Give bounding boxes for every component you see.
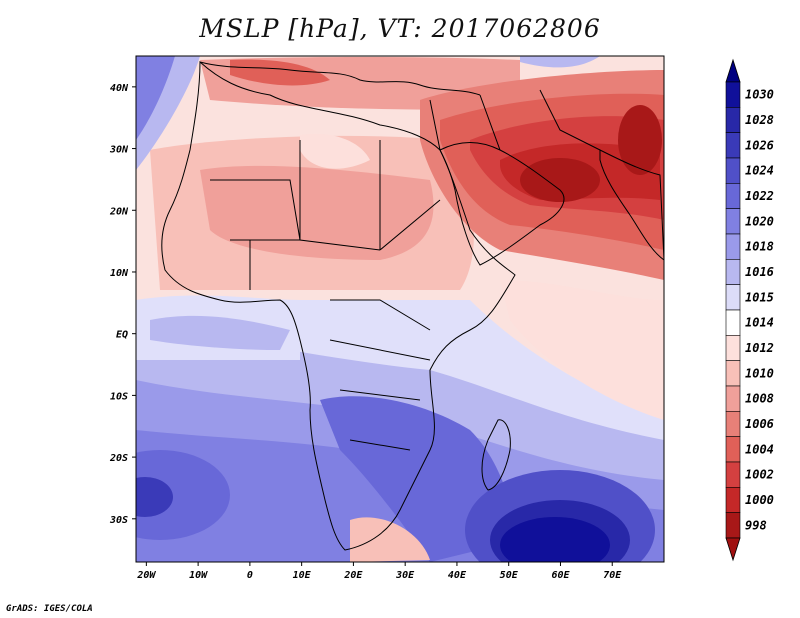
- colorbar-label: 1010: [745, 366, 774, 380]
- y-tick-label: 30S: [109, 515, 128, 526]
- colorbar-label: 998: [745, 518, 767, 532]
- x-tick-label: 0: [247, 570, 253, 581]
- colorbar-label: 1024: [745, 164, 774, 178]
- map-panel: [135, 55, 665, 563]
- colorbar-label: 1028: [745, 113, 774, 127]
- colorbar-label: 1008: [745, 392, 774, 406]
- colorbar-label: 1022: [745, 189, 774, 203]
- x-tick-label: 40E: [448, 570, 467, 581]
- colorbar-label: 1012: [745, 341, 774, 355]
- y-tick-label: 30N: [109, 145, 129, 156]
- colorbar-swatch: [725, 309, 741, 336]
- colorbar-swatch: [725, 284, 741, 311]
- colorbar-swatch: [725, 411, 741, 437]
- x-tick-label: 10E: [293, 570, 312, 581]
- colorbar-swatch: [725, 461, 741, 488]
- colorbar-swatch: [725, 107, 741, 133]
- colorbar-label: 1002: [745, 468, 774, 482]
- colorbar-swatch: [725, 157, 741, 184]
- x-tick-label: 30E: [395, 570, 415, 581]
- colorbar-label: 1016: [745, 265, 774, 279]
- x-tick-label: 50E: [500, 570, 519, 581]
- colorbar-swatch: [725, 132, 741, 159]
- x-tick-label: 60E: [551, 570, 570, 581]
- colorbar-swatch: [725, 436, 741, 463]
- colorbar-swatch: [725, 360, 741, 387]
- map-title: MSLP [hPa], VT: 2017062806: [199, 14, 601, 43]
- colorbar-top-arrow: [725, 58, 741, 83]
- colorbar-swatch: [725, 81, 741, 108]
- credit-text: GrADS: IGES/COLA: [6, 604, 93, 614]
- colorbar-swatch: [725, 512, 741, 539]
- colorbar-label: 1018: [745, 240, 774, 254]
- colorbar-label: 1006: [745, 417, 774, 431]
- y-tick-label: 40N: [110, 83, 129, 94]
- colorbar-label: 1015: [745, 290, 774, 304]
- y-tick-label: 20N: [109, 206, 129, 217]
- colorbar-label: 1000: [745, 493, 774, 507]
- x-tick-label: 10W: [189, 570, 208, 581]
- y-tick-label: 10S: [110, 391, 128, 402]
- colorbar-label: 1004: [745, 442, 774, 456]
- colorbar-label: 1030: [745, 88, 774, 102]
- pressure-field: [136, 56, 664, 562]
- colorbar-bottom-arrow: [725, 537, 741, 562]
- colorbar-swatch: [725, 259, 741, 285]
- x-axis-ticks: 20W 10W 0 10E 20E 30E 40E 50E 60E 70E: [136, 562, 622, 581]
- colorbar-swatch: [725, 487, 741, 513]
- y-tick-label: 10N: [110, 268, 129, 279]
- colorbar-label: 1014: [745, 316, 774, 330]
- colorbar-swatch: [725, 183, 741, 209]
- colorbar-label: 1020: [745, 214, 774, 228]
- colorbar: 1030 1028 1026 1024 1022 1020 1018 1016 1015 1014…: [725, 58, 774, 562]
- x-tick-label: 20W: [136, 570, 156, 581]
- coastlines: [161, 60, 664, 551]
- y-tick-label: EQ: [116, 330, 128, 341]
- colorbar-swatch: [725, 385, 741, 412]
- x-tick-label: 70E: [603, 570, 622, 581]
- colorbar-swatch: [725, 233, 741, 260]
- colorbar-swatch: [725, 208, 741, 235]
- colorbar-label: 1026: [745, 138, 774, 152]
- y-axis-ticks: 40N 30N 20N 10N EQ 10S 20S 30S: [109, 83, 136, 526]
- y-tick-label: 20S: [109, 453, 128, 464]
- map-frame: [135, 55, 665, 563]
- colorbar-swatch: [725, 335, 741, 361]
- x-tick-label: 20E: [343, 570, 363, 581]
